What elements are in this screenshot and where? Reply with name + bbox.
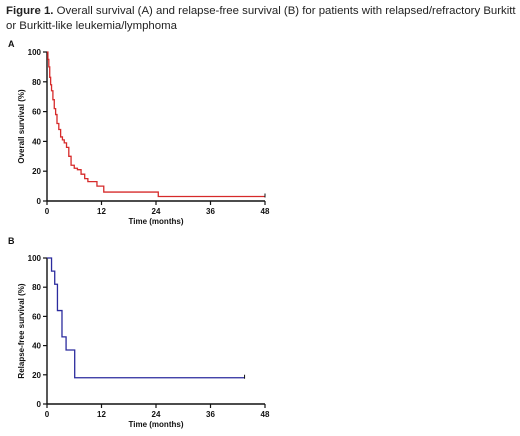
caption-text: Overall survival (A) and relapse-free su…: [6, 5, 516, 32]
panel-b-y-axis-title: Relapse-free survival (%): [17, 283, 26, 378]
panel-a-y-tick-label: 100: [28, 48, 42, 57]
panel-b-y-tick-label: 80: [32, 283, 41, 292]
panel-a-y-tick-label: 40: [32, 137, 41, 146]
panel-a-y-tick-label: 20: [32, 167, 41, 176]
panel-a-x-tick-label: 12: [97, 207, 106, 216]
panel-a-letter: A: [8, 39, 15, 49]
figure-label: Figure 1.: [6, 5, 54, 17]
panel-a-x-tick-label: 48: [261, 207, 270, 216]
panel-b-letter: B: [8, 236, 15, 246]
panel-b-y-tick-label: 20: [32, 371, 41, 380]
panel-a-x-tick-label: 0: [45, 207, 50, 216]
panel-a-x-tick-label: 24: [152, 207, 161, 216]
figure-caption: Figure 1. Overall survival (A) and relap…: [6, 4, 518, 34]
panel-a: A 0 20 40 60 80 100 0 12 24 36 48 Time (months) Overa…: [8, 39, 270, 226]
panel-b-y-tick-label: 0: [37, 400, 42, 409]
panel-b-y-tick-label: 40: [32, 342, 41, 351]
panel-b-y-tick-label: 60: [32, 312, 41, 321]
panel-b-y-tick-label: 100: [28, 254, 42, 263]
panel-a-y-tick-label: 60: [32, 108, 41, 117]
panel-a-y-axis-title: Overall survival (%): [17, 89, 26, 164]
panel-b-x-tick-label: 12: [97, 410, 106, 419]
panel-a-x-axis-title: Time (months): [129, 217, 184, 226]
panel-a-y-tick-label: 0: [37, 197, 42, 206]
panel-b-survival-curve: [47, 257, 245, 379]
panel-b-x-axis-title: Time (months): [129, 420, 184, 429]
panel-b: B 0 20 40 60 80 100 0 12 24 36 48 Time (months) Relap…: [8, 236, 270, 429]
panel-a-x-tick-label: 36: [206, 207, 215, 216]
panel-b-x-tick-label: 0: [45, 410, 50, 419]
panel-b-x-tick-label: 24: [152, 410, 161, 419]
panel-a-survival-curve: [47, 51, 265, 198]
panel-b-x-tick-label: 48: [261, 410, 270, 419]
panel-b-x-tick-label: 36: [206, 410, 215, 419]
panel-a-y-tick-label: 80: [32, 78, 41, 87]
